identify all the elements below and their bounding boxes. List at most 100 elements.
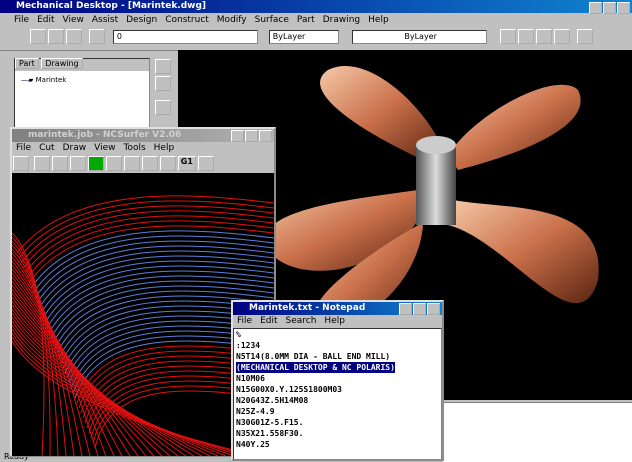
menu-item[interactable]: Construct [165,15,209,25]
tab[interactable]: Part [15,58,39,69]
tree-item[interactable]: Marintek [35,76,67,84]
tabs: Part Drawing [15,58,149,71]
toolpath [34,240,275,299]
menu-item[interactable]: View [62,15,84,25]
menu-item[interactable]: Help [324,316,345,326]
toolpath [44,265,275,324]
menu-item[interactable]: File [14,15,30,25]
toolpath [11,332,243,457]
title: marintek.job - NCSurfer V2.06 [28,130,182,140]
menu-item[interactable]: Help [368,15,389,25]
toolpath [11,308,195,457]
toolpath [16,195,275,254]
blade [448,84,581,170]
toolpath [32,235,275,294]
g1-button[interactable]: G1 [177,156,196,171]
toolpath [52,285,275,344]
toolbar: 0 ByLayer ByLayer [0,28,632,51]
toolpath [11,284,147,457]
toolpath-view [11,173,275,457]
toolpath [11,324,227,457]
menu-item[interactable]: Search [285,316,317,326]
menu-item[interactable]: Help [153,143,175,153]
text-line: N5T14(8.0MM DIA - BALL END MILL) [236,352,391,361]
menu-item[interactable]: File [16,143,32,153]
menu-item[interactable]: Edit [260,316,278,326]
toolpath [28,225,275,284]
toolpath [38,250,275,309]
title-bar: Mechanical Desktop - [Marintek.dwg] [0,0,632,13]
window-controls[interactable] [588,2,630,17]
toolpath [11,300,179,457]
title-bar: marintek.job - NCSurfer V2.06 [12,129,274,142]
menu-item[interactable]: Assist [91,15,119,25]
toolpath [56,295,275,354]
menu-bar: File Edit View Assist Design Construct Modify S… [10,14,620,27]
blade [448,200,599,304]
toolpath [36,245,275,304]
command-line [443,402,632,462]
text-line: N15G00X0.Y.125S1800M03 [236,385,342,394]
toolpath [50,280,275,339]
text-line: :1234 [236,341,261,350]
menu-item[interactable]: View [94,143,116,153]
toolpath [48,275,275,334]
toolpath [26,220,275,279]
menu-item[interactable]: Drawing [322,15,361,25]
hub [416,145,456,225]
toolpath [11,292,163,457]
toolpath [30,230,275,289]
menu-bar: File Cut Draw View Tools Help [12,142,274,155]
blade [315,220,428,325]
toolpath [11,296,171,457]
toolpath [18,200,275,259]
layer-combo[interactable]: 0 [112,29,258,44]
menu-bar: File Edit Search Help [233,315,442,328]
toolpath [54,290,275,349]
toolpath [11,288,155,457]
menu-item[interactable]: Edit [37,15,55,25]
menu-item[interactable]: Part [296,15,315,25]
toolpath [11,304,187,457]
browser-panel: Part Drawing —▰ Marintek [14,58,150,130]
menu-item[interactable]: File [237,316,253,326]
tab[interactable]: Drawing [41,58,83,69]
text-line: N30G01Z-5.F15. [236,418,304,427]
menu-item[interactable]: Modify [216,15,247,25]
toolbar: G1 [12,155,274,173]
text-area[interactable]: %:1234 N5T14(8.0MM DIA - BALL END MILL) (M… [233,328,442,460]
toolpath [11,320,219,457]
menu-item[interactable]: Draw [62,143,87,153]
toolpath [46,270,275,329]
ncsurfer-window: marintek.job - NCSurfer V2.06 File Cut Dra… [10,127,276,457]
menu-item[interactable]: Tools [123,143,146,153]
color-combo[interactable]: ByLayer [268,29,339,44]
toolpath [11,340,259,457]
toolpath [11,316,211,457]
text-line: N10M06 [236,374,265,383]
toolpath [22,210,275,269]
menu-item[interactable]: Design [126,15,158,25]
text-line: N35X21.558F30. [236,429,304,438]
toolpath [20,205,275,264]
toolpath [11,280,139,457]
side-toolbar [154,58,176,128]
toolpath [11,312,203,457]
text-line: N20G43Z.5H14M08 [236,396,309,405]
menu-item[interactable]: Cut [39,143,55,153]
menu-item[interactable]: Surface [254,15,289,25]
text-line: N40Y.25 [236,440,270,449]
text-line: % [236,330,241,339]
toolpath [40,255,275,314]
toolpath [42,260,275,319]
blade [320,66,443,160]
linetype-combo[interactable]: ByLayer [351,29,487,44]
hub-top [416,136,456,154]
toolpath [24,215,275,274]
title: Marintek.txt - Notepad [249,303,366,313]
notepad-window: Marintek.txt - Notepad File Edit Search Hel… [231,300,444,461]
text-line: N25Z-4.9 [236,407,275,416]
title-bar: Marintek.txt - Notepad [233,302,442,315]
toolpath [11,328,235,457]
